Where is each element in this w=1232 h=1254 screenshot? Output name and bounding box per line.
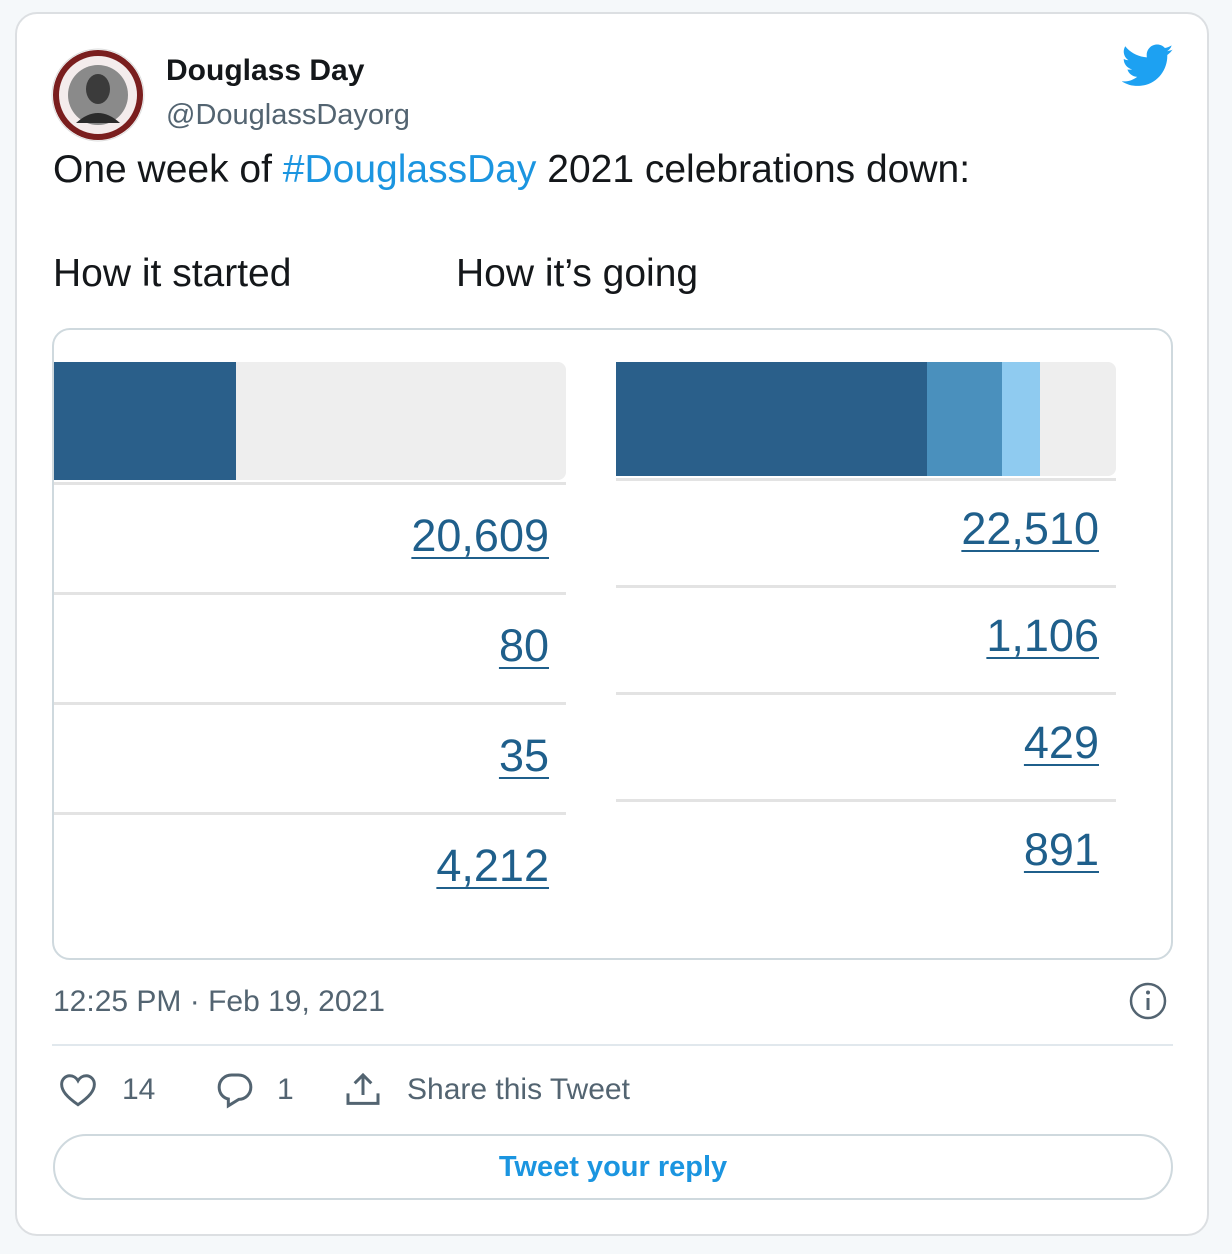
stat-number[interactable]: 35 — [498, 730, 549, 781]
reply-count[interactable]: 1 — [277, 1073, 294, 1106]
hashtag[interactable]: #DouglassDay — [282, 148, 537, 191]
timestamp[interactable]: 12:25 PM · Feb 19, 2021 — [53, 985, 385, 1018]
share-icon[interactable] — [343, 1070, 383, 1110]
reply-icon[interactable] — [215, 1070, 255, 1110]
row-divider — [616, 799, 1116, 802]
row-divider — [616, 478, 1116, 481]
stat-number[interactable]: 80 — [498, 620, 549, 671]
info-icon[interactable] — [1128, 981, 1168, 1021]
like-icon[interactable] — [58, 1072, 98, 1108]
row-divider — [54, 592, 566, 595]
stat-number[interactable]: 22,510 — [961, 503, 1099, 554]
caption: How it’s going — [456, 252, 699, 295]
row-divider — [54, 812, 566, 815]
tweet-text: One week of #DouglassDay 2021 celebratio… — [53, 148, 970, 192]
bar-segment — [927, 362, 1002, 476]
stat-number[interactable]: 891 — [1023, 824, 1099, 875]
row-divider — [616, 585, 1116, 588]
bar-segment — [616, 362, 927, 476]
like-count[interactable]: 14 — [122, 1073, 156, 1106]
progress-bar — [54, 362, 566, 480]
stat-number[interactable]: 20,609 — [411, 510, 549, 561]
bar-segment — [54, 362, 236, 480]
bar-segment — [1002, 362, 1040, 476]
share-label[interactable]: Share this Tweet — [407, 1073, 630, 1106]
text: 2021 celebrations down: — [536, 148, 971, 191]
stat-number[interactable]: 1,106 — [986, 610, 1099, 661]
row-divider — [616, 692, 1116, 695]
avatar[interactable] — [50, 45, 150, 145]
stat-number[interactable]: 4,212 — [436, 840, 549, 891]
reply-button[interactable]: Tweet your reply — [53, 1134, 1173, 1200]
author-handle[interactable]: @DouglassDayorg — [166, 99, 410, 131]
twitter-logo[interactable] — [1122, 44, 1174, 88]
caption: How it started — [53, 252, 292, 295]
text: One week of — [53, 148, 283, 191]
author-name[interactable]: Douglass Day — [166, 54, 365, 87]
tweet-image[interactable]: 20,609 80 35 4,212 22,510 1,106 429 891 — [52, 328, 1173, 960]
divider — [52, 1044, 1173, 1046]
row-divider — [54, 482, 566, 485]
stat-number[interactable]: 429 — [1023, 717, 1099, 768]
row-divider — [54, 702, 566, 705]
progress-bar — [616, 362, 1116, 476]
